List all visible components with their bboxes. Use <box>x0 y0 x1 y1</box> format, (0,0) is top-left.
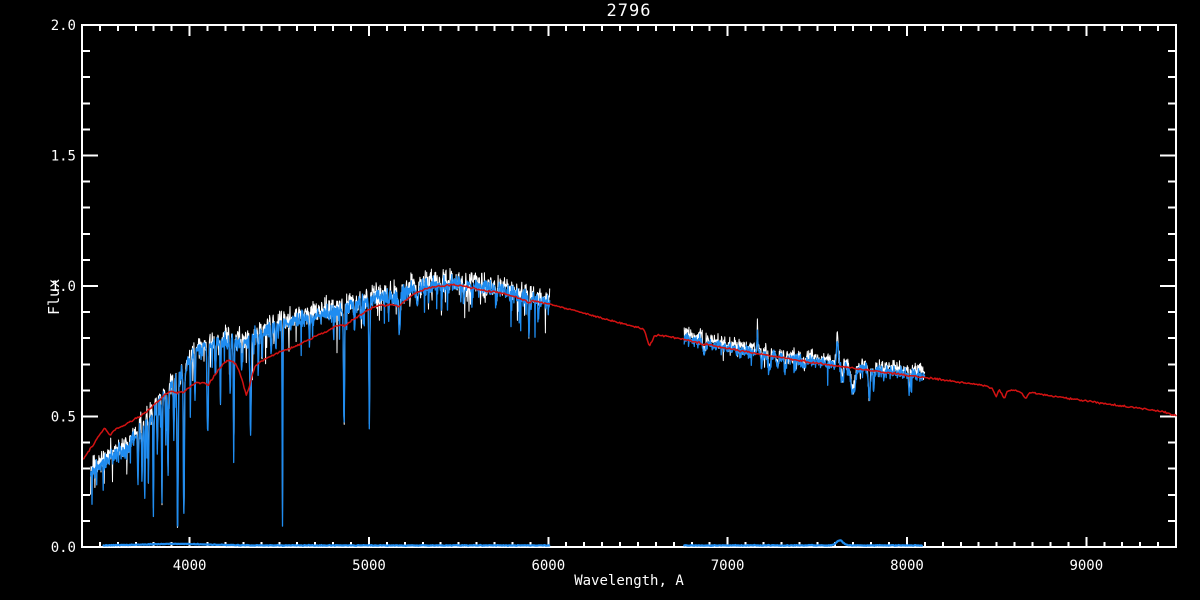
plot-title: 2796 <box>606 1 652 21</box>
x-tick-label: 6000 <box>531 558 565 574</box>
error-spectrum-blue <box>102 539 923 547</box>
x-tick-label: 5000 <box>352 558 386 574</box>
axes-frame <box>81 24 1177 548</box>
observed-spectrum-white <box>90 268 926 528</box>
y-tick-label: 1.5 <box>51 149 76 165</box>
y-tick-label: 0.0 <box>51 540 76 556</box>
y-axis-label: Flux <box>45 278 63 316</box>
y-tick-label: 1.0 <box>51 279 76 295</box>
x-axis-label: Wavelength, A <box>574 573 684 589</box>
x-tick-label: 7000 <box>711 558 745 574</box>
observed-spectrum-blue <box>89 274 926 527</box>
y-tick-label: 2.0 <box>51 18 76 34</box>
tick-labels: 4000 5000 6000 7000 8000 9000 0.0 0.5 1.0 1.5 2.0 <box>51 18 1103 574</box>
y-tick-label: 0.5 <box>51 410 76 426</box>
model-spectrum-red <box>83 283 1177 460</box>
x-tick-label: 8000 <box>890 558 924 574</box>
x-tick-label: 9000 <box>1069 558 1103 574</box>
x-tick-label: 4000 <box>173 558 207 574</box>
